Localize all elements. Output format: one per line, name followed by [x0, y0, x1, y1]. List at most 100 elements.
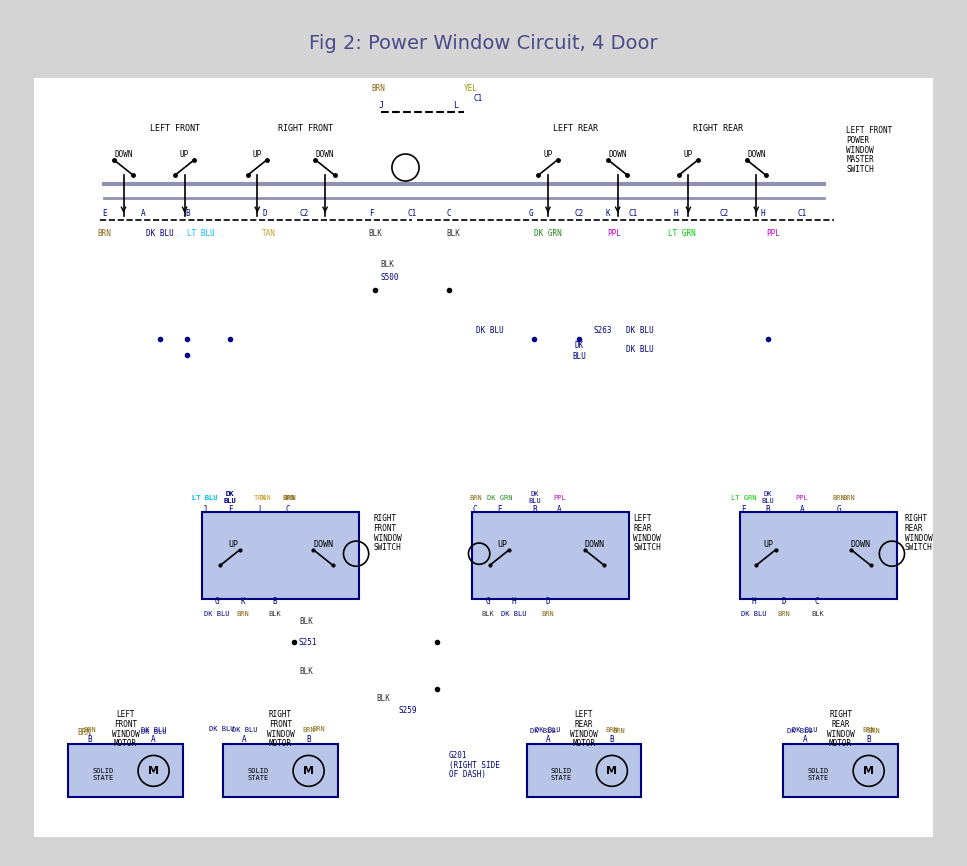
- Bar: [202, 512, 359, 599]
- Text: H: H: [674, 210, 678, 218]
- Text: SOLID
STATE: SOLID STATE: [807, 768, 829, 781]
- Text: M: M: [606, 766, 617, 776]
- Text: C: C: [815, 598, 820, 606]
- Text: G: G: [485, 598, 490, 606]
- Text: MOTOR: MOTOR: [829, 740, 852, 748]
- Bar: [223, 744, 337, 797]
- Text: REAR: REAR: [904, 524, 923, 533]
- Text: DK BLU: DK BLU: [626, 326, 654, 335]
- Bar: [69, 744, 183, 797]
- Text: LEFT: LEFT: [116, 710, 134, 720]
- Text: DK
BLU: DK BLU: [223, 491, 237, 504]
- Text: DK BLU: DK BLU: [530, 728, 556, 734]
- Text: BRN: BRN: [83, 727, 96, 734]
- Text: J: J: [379, 101, 384, 110]
- Text: LT GRN: LT GRN: [668, 229, 695, 237]
- Text: DOWN: DOWN: [584, 540, 604, 548]
- Text: B: B: [532, 505, 537, 514]
- Text: S263: S263: [594, 326, 612, 335]
- Text: F: F: [228, 505, 232, 514]
- Text: Fig 2: Power Window Circuit, 4 Door: Fig 2: Power Window Circuit, 4 Door: [308, 35, 658, 54]
- Bar: [98, 116, 834, 223]
- Bar: [783, 744, 897, 797]
- Text: REAR: REAR: [633, 524, 652, 533]
- Text: LEFT: LEFT: [574, 710, 593, 720]
- Text: C1: C1: [408, 210, 417, 218]
- Text: BRN: BRN: [833, 494, 845, 501]
- Bar: [527, 744, 641, 797]
- Text: BRN: BRN: [283, 494, 297, 501]
- Text: BLK: BLK: [482, 611, 494, 617]
- Text: BRN: BRN: [371, 84, 385, 93]
- Text: BLK: BLK: [446, 229, 460, 237]
- Text: S251: S251: [299, 638, 317, 647]
- Text: D: D: [263, 210, 267, 218]
- Text: BRN: BRN: [777, 611, 790, 617]
- Text: RIGHT: RIGHT: [829, 710, 852, 720]
- Text: A: A: [140, 210, 145, 218]
- Text: M: M: [864, 766, 874, 776]
- Text: DK BLU: DK BLU: [204, 611, 229, 617]
- Text: SOLID
STATE: SOLID STATE: [248, 768, 269, 781]
- Text: SOLID
STATE: SOLID STATE: [551, 768, 572, 781]
- Text: POWER: POWER: [846, 136, 869, 145]
- Text: L: L: [258, 505, 262, 514]
- Text: G: G: [215, 598, 219, 606]
- Text: G: G: [836, 505, 841, 514]
- Text: FRONT: FRONT: [269, 720, 292, 729]
- Text: DK BLU: DK BLU: [141, 727, 166, 734]
- Text: J: J: [203, 505, 207, 514]
- Text: E: E: [102, 210, 106, 218]
- Text: DK BLU: DK BLU: [741, 611, 766, 617]
- Text: DK BLU: DK BLU: [501, 611, 527, 617]
- Text: D: D: [781, 598, 786, 606]
- Text: BRN: BRN: [98, 229, 111, 237]
- Text: B: B: [766, 505, 770, 514]
- Text: BRN: BRN: [77, 727, 92, 737]
- Text: TAN: TAN: [253, 494, 267, 501]
- Text: WINDOW: WINDOW: [846, 145, 874, 155]
- Text: OF DASH): OF DASH): [449, 770, 486, 779]
- Text: BRN: BRN: [312, 727, 325, 733]
- Text: LT BLU: LT BLU: [192, 494, 218, 501]
- Text: M: M: [148, 766, 159, 776]
- Text: K: K: [605, 210, 610, 218]
- Text: A: A: [545, 735, 550, 745]
- Text: DK BLU: DK BLU: [146, 229, 174, 237]
- Text: UP: UP: [764, 540, 774, 548]
- Text: F: F: [369, 210, 374, 218]
- Text: C2: C2: [299, 210, 308, 218]
- Text: LEFT FRONT: LEFT FRONT: [150, 125, 200, 133]
- Text: BLK: BLK: [368, 229, 382, 237]
- Text: SWITCH: SWITCH: [904, 543, 932, 553]
- Text: UP: UP: [684, 150, 693, 158]
- Text: DOWN: DOWN: [313, 540, 334, 548]
- Text: WINDOW: WINDOW: [904, 533, 932, 543]
- Text: A: A: [800, 505, 805, 514]
- Text: WINDOW: WINDOW: [267, 730, 294, 739]
- Text: WINDOW: WINDOW: [111, 730, 139, 739]
- Text: DOWN: DOWN: [851, 540, 871, 548]
- Text: DK BLU: DK BLU: [476, 326, 504, 335]
- Text: TAN: TAN: [262, 229, 276, 237]
- Text: BLK: BLK: [268, 611, 281, 617]
- Text: BRN: BRN: [303, 727, 315, 734]
- Text: SOLID
STATE: SOLID STATE: [93, 768, 114, 781]
- Text: DK BLU: DK BLU: [787, 728, 812, 734]
- Text: WINDOW: WINDOW: [570, 730, 598, 739]
- Text: BRN: BRN: [612, 728, 625, 734]
- Text: BLK: BLK: [299, 617, 312, 626]
- Text: B: B: [273, 598, 277, 606]
- Text: BRN: BRN: [469, 494, 482, 501]
- Text: B: B: [307, 735, 311, 745]
- Text: H: H: [512, 598, 516, 606]
- Text: BRN: BRN: [863, 727, 875, 734]
- Text: S500: S500: [380, 273, 398, 282]
- Text: LT BLU: LT BLU: [188, 229, 215, 237]
- Text: C: C: [447, 210, 452, 218]
- Text: DOWN: DOWN: [316, 150, 335, 158]
- Text: DK
BLU: DK BLU: [223, 491, 237, 504]
- Text: DK BLU: DK BLU: [792, 727, 817, 734]
- Text: DK
BLU: DK BLU: [762, 491, 775, 504]
- Text: DK GRN: DK GRN: [534, 229, 562, 237]
